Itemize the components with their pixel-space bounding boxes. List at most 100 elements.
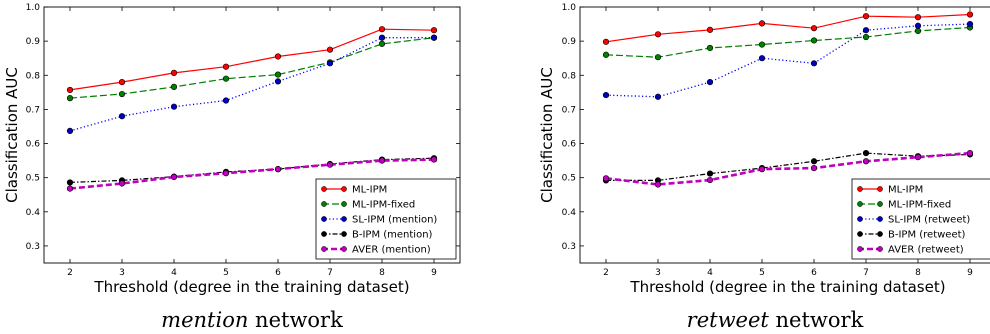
y-tick-label: 0.3	[562, 242, 576, 252]
legend: ML-IPM ML-IPM-fixed SL-IPM (mention) B-IPM …	[315, 178, 457, 260]
data-point	[118, 90, 126, 98]
y-tick-label: 0.8	[26, 71, 41, 81]
data-point	[602, 51, 610, 58]
data-point	[706, 44, 714, 52]
legend: ML-IPM ML-IPM-fixed SL-IPM (retweet) B-IPM …	[851, 178, 990, 260]
data-point	[222, 75, 230, 82]
data-point	[862, 149, 870, 157]
x-tick-label: 2	[67, 268, 73, 278]
legend-label: ML-IPM-fixed	[888, 200, 951, 211]
legend-marker	[877, 186, 883, 192]
legend-marker	[341, 186, 347, 192]
y-tick-label: 1.0	[26, 3, 41, 13]
data-point	[706, 176, 714, 184]
data-point	[706, 170, 714, 177]
data-point	[862, 158, 870, 165]
data-point	[66, 86, 74, 94]
data-point	[378, 157, 386, 164]
data-point	[654, 181, 662, 188]
data-point	[706, 26, 714, 33]
y-tick-label: 0.6	[562, 140, 577, 150]
data-point	[602, 91, 610, 99]
data-point	[654, 31, 662, 38]
data-point	[274, 71, 282, 78]
y-tick-label: 0.3	[26, 242, 40, 252]
plot-frame	[43, 6, 461, 264]
data-point	[66, 127, 74, 135]
y-tick-label: 0.5	[562, 174, 576, 184]
data-point	[378, 26, 386, 33]
data-point	[118, 180, 126, 187]
data-point	[862, 33, 870, 41]
series-line-3	[605, 23, 971, 98]
data-point	[430, 27, 438, 34]
caption-emphasis: mention	[161, 308, 248, 332]
x-tick-label: 7	[327, 268, 333, 278]
legend-marker	[341, 231, 347, 237]
legend-label: B-IPM (retweet)	[888, 230, 966, 241]
data-point	[810, 60, 818, 67]
data-point	[914, 154, 922, 161]
y-tick-label: 1.0	[562, 3, 577, 13]
x-tick-label: 3	[119, 268, 125, 278]
data-point	[274, 78, 282, 85]
data-point	[170, 69, 178, 76]
legend-marker	[341, 216, 347, 222]
x-tick-label: 4	[171, 268, 177, 278]
data-point	[914, 22, 922, 29]
y-tick-label: 0.7	[26, 105, 40, 115]
data-point	[274, 53, 282, 60]
legend-marker	[877, 231, 883, 237]
x-tick-label: 9	[967, 268, 973, 278]
legend-marker	[341, 201, 347, 207]
x-tick-label: 7	[863, 268, 869, 278]
data-point	[758, 55, 766, 62]
chart-caption: mention network	[161, 308, 343, 332]
legend-label: AVER (mention)	[352, 245, 431, 256]
y-axis-label: Classification AUC	[538, 67, 556, 203]
data-point	[602, 38, 610, 45]
legend-marker	[857, 186, 863, 192]
data-point	[326, 161, 334, 168]
series-line-1	[69, 28, 435, 91]
x-tick-label: 4	[707, 268, 713, 278]
legend-label: ML-IPM	[888, 185, 923, 196]
data-point	[966, 20, 974, 28]
data-point	[862, 27, 870, 34]
caption-rest: network	[769, 308, 864, 332]
series-line-1	[605, 13, 971, 43]
legend-marker	[321, 231, 327, 237]
y-tick-label: 0.9	[562, 37, 577, 47]
data-point	[758, 166, 766, 173]
data-point	[66, 95, 74, 102]
legend-marker	[877, 246, 883, 252]
x-tick-label: 2	[603, 268, 609, 278]
data-point	[430, 156, 438, 163]
legend-marker	[857, 201, 863, 207]
data-point	[222, 170, 230, 177]
legend-label: ML-IPM-fixed	[352, 200, 415, 211]
x-axis-label: Threshold (degree in the training datase…	[93, 278, 409, 296]
legend-marker	[321, 216, 327, 222]
x-tick-label: 9	[431, 268, 437, 278]
data-point	[274, 166, 282, 173]
data-point	[118, 78, 126, 86]
data-point	[222, 97, 230, 104]
chart-panel-2: 0.3 0.4 0.5 0.6 0.7 0.8 0.9 1.0 2 3 4 5 6 7 8 9 Threshol…	[538, 3, 990, 332]
data-point	[66, 185, 74, 192]
data-point	[66, 179, 74, 186]
legend-marker	[857, 216, 863, 222]
legend-marker	[857, 231, 863, 237]
legend-label: SL-IPM (retweet)	[888, 215, 970, 226]
caption-rest: network	[248, 308, 343, 332]
legend-marker	[877, 201, 883, 207]
x-tick-label: 5	[759, 268, 765, 278]
series-line-5	[605, 151, 971, 186]
data-point	[222, 63, 230, 70]
legend-label: AVER (retweet)	[888, 245, 964, 256]
series-line-5	[69, 158, 435, 190]
x-tick-label: 5	[223, 268, 229, 278]
legend-box	[851, 178, 990, 260]
data-point	[654, 54, 662, 61]
